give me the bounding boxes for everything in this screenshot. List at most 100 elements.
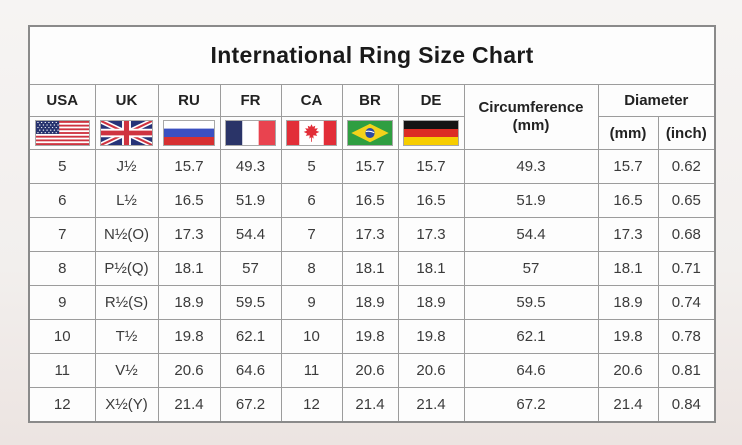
cell-ru: 21.4	[157, 387, 221, 423]
cell-usa: 6	[28, 183, 96, 218]
flag-cell-ca	[280, 116, 343, 150]
flag-cell-fr	[219, 116, 282, 150]
cell-br: 18.1	[341, 251, 399, 286]
ring-size-chart-table: International Ring Size Chart USA UK RU FR C…	[28, 25, 717, 423]
cell-diameter-mm: 19.8	[597, 319, 659, 354]
cell-circumference-mm: 67.2	[463, 387, 599, 423]
cell-fr: 62.1	[219, 319, 282, 354]
cell-circumference-mm: 64.6	[463, 353, 599, 388]
cell-diameter-mm: 18.1	[597, 251, 659, 286]
cell-diameter-inch: 0.78	[657, 319, 716, 354]
circumference-unit-label: (mm)	[512, 117, 550, 134]
cell-ca: 5	[280, 149, 343, 184]
cell-ru: 19.8	[157, 319, 221, 354]
cell-ru: 18.9	[157, 285, 221, 320]
cell-fr: 54.4	[219, 217, 282, 252]
cell-ca: 12	[280, 387, 343, 423]
cell-diameter-inch: 0.71	[657, 251, 716, 286]
cell-br: 15.7	[341, 149, 399, 184]
cell-fr: 51.9	[219, 183, 282, 218]
column-header-ru: RU	[157, 84, 221, 117]
cell-usa: 12	[28, 387, 96, 423]
cell-ru: 16.5	[157, 183, 221, 218]
cell-ca: 8	[280, 251, 343, 286]
cell-br: 19.8	[341, 319, 399, 354]
cell-usa: 8	[28, 251, 96, 286]
cell-de: 16.5	[397, 183, 465, 218]
cell-uk: P½(Q)	[94, 251, 159, 286]
cell-diameter-mm: 17.3	[597, 217, 659, 252]
cell-diameter-mm: 21.4	[597, 387, 659, 423]
cell-ru: 18.1	[157, 251, 221, 286]
table-row: 9 R½(S) 18.9 59.5 9 18.9 18.9 59.5 18.9 0.74	[28, 285, 716, 320]
cell-fr: 57	[219, 251, 282, 286]
cell-ca: 6	[280, 183, 343, 218]
circumference-label: Circumference	[478, 99, 584, 116]
cell-br: 20.6	[341, 353, 399, 388]
diameter-unit-mm: (mm)	[597, 116, 659, 150]
table-row: 6 L½ 16.5 51.9 6 16.5 16.5 51.9 16.5 0.65	[28, 183, 716, 218]
diameter-unit-inch: (inch)	[657, 116, 716, 150]
flag-cell-uk	[94, 116, 159, 150]
flag-cell-ru	[157, 116, 221, 150]
cell-ru: 20.6	[157, 353, 221, 388]
cell-diameter-mm: 20.6	[597, 353, 659, 388]
cell-de: 17.3	[397, 217, 465, 252]
cell-diameter-mm: 18.9	[597, 285, 659, 320]
column-header-de: DE	[397, 84, 465, 117]
cell-usa: 5	[28, 149, 96, 184]
cell-ru: 15.7	[157, 149, 221, 184]
column-header-uk: UK	[94, 84, 159, 117]
column-header-usa: USA	[28, 84, 96, 117]
table-row: 12 X½(Y) 21.4 67.2 12 21.4 21.4 67.2 21.4 0.84	[28, 387, 716, 423]
table-row: 7 N½(O) 17.3 54.4 7 17.3 17.3 54.4 17.3 0.68	[28, 217, 716, 252]
flag-row: (mm) (inch)	[28, 116, 716, 150]
column-header-ca: CA	[280, 84, 343, 117]
cell-usa: 10	[28, 319, 96, 354]
cell-circumference-mm: 49.3	[463, 149, 599, 184]
cell-uk: T½	[94, 319, 159, 354]
cell-circumference-mm: 59.5	[463, 285, 599, 320]
cell-uk: L½	[94, 183, 159, 218]
cell-usa: 9	[28, 285, 96, 320]
cell-diameter-inch: 0.84	[657, 387, 716, 423]
column-header-fr: FR	[219, 84, 282, 117]
cell-uk: V½	[94, 353, 159, 388]
cell-de: 18.9	[397, 285, 465, 320]
usa-flag	[34, 120, 90, 146]
cell-circumference-mm: 54.4	[463, 217, 599, 252]
france-flag	[225, 120, 276, 146]
cell-diameter-inch: 0.81	[657, 353, 716, 388]
column-header-br: BR	[341, 84, 399, 117]
cell-ca: 11	[280, 353, 343, 388]
circumference-column-header: Circumference (mm)	[463, 84, 599, 150]
cell-br: 17.3	[341, 217, 399, 252]
cell-br: 21.4	[341, 387, 399, 423]
flag-cell-usa	[28, 116, 96, 150]
page-title: International Ring Size Chart	[28, 25, 716, 85]
table-row: 10 T½ 19.8 62.1 10 19.8 19.8 62.1 19.8 0.78	[28, 319, 716, 354]
flag-cell-de	[397, 116, 465, 150]
cell-uk: N½(O)	[94, 217, 159, 252]
diameter-column-header: Diameter	[597, 84, 716, 117]
cell-br: 18.9	[341, 285, 399, 320]
table-row: 11 V½ 20.6 64.6 11 20.6 20.6 64.6 20.6 0.81	[28, 353, 716, 388]
cell-de: 18.1	[397, 251, 465, 286]
cell-diameter-inch: 0.62	[657, 149, 716, 184]
cell-fr: 67.2	[219, 387, 282, 423]
cell-usa: 7	[28, 217, 96, 252]
cell-fr: 64.6	[219, 353, 282, 388]
cell-br: 16.5	[341, 183, 399, 218]
cell-circumference-mm: 51.9	[463, 183, 599, 218]
cell-fr: 49.3	[219, 149, 282, 184]
column-header-row: USA UK RU FR CA BR DE Circumference (mm) Diame…	[28, 84, 716, 150]
cell-de: 15.7	[397, 149, 465, 184]
cell-de: 21.4	[397, 387, 465, 423]
cell-diameter-inch: 0.74	[657, 285, 716, 320]
cell-uk: J½	[94, 149, 159, 184]
cell-circumference-mm: 62.1	[463, 319, 599, 354]
germany-flag	[403, 120, 459, 146]
cell-uk: X½(Y)	[94, 387, 159, 423]
cell-ca: 10	[280, 319, 343, 354]
